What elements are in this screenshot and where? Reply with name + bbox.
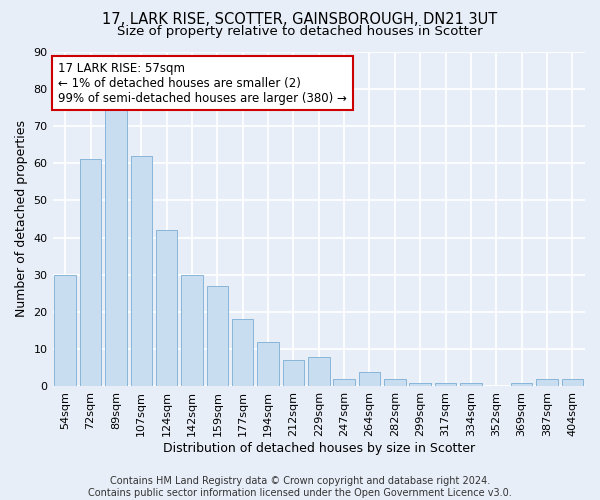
- Bar: [232, 320, 253, 386]
- Bar: [55, 275, 76, 386]
- Bar: [283, 360, 304, 386]
- Bar: [131, 156, 152, 386]
- Bar: [359, 372, 380, 386]
- Text: 17, LARK RISE, SCOTTER, GAINSBOROUGH, DN21 3UT: 17, LARK RISE, SCOTTER, GAINSBOROUGH, DN…: [103, 12, 497, 28]
- Bar: [536, 379, 558, 386]
- Bar: [181, 275, 203, 386]
- Bar: [562, 379, 583, 386]
- Bar: [334, 379, 355, 386]
- Bar: [511, 382, 532, 386]
- Text: Size of property relative to detached houses in Scotter: Size of property relative to detached ho…: [117, 25, 483, 38]
- Bar: [384, 379, 406, 386]
- Bar: [257, 342, 279, 386]
- Y-axis label: Number of detached properties: Number of detached properties: [15, 120, 28, 318]
- Bar: [156, 230, 178, 386]
- Bar: [105, 104, 127, 387]
- Bar: [435, 382, 457, 386]
- Bar: [308, 356, 329, 386]
- Bar: [206, 286, 228, 386]
- Bar: [409, 382, 431, 386]
- Text: 17 LARK RISE: 57sqm
← 1% of detached houses are smaller (2)
99% of semi-detached: 17 LARK RISE: 57sqm ← 1% of detached hou…: [58, 62, 347, 104]
- X-axis label: Distribution of detached houses by size in Scotter: Distribution of detached houses by size …: [163, 442, 475, 455]
- Bar: [460, 382, 482, 386]
- Bar: [80, 160, 101, 386]
- Text: Contains HM Land Registry data © Crown copyright and database right 2024.
Contai: Contains HM Land Registry data © Crown c…: [88, 476, 512, 498]
